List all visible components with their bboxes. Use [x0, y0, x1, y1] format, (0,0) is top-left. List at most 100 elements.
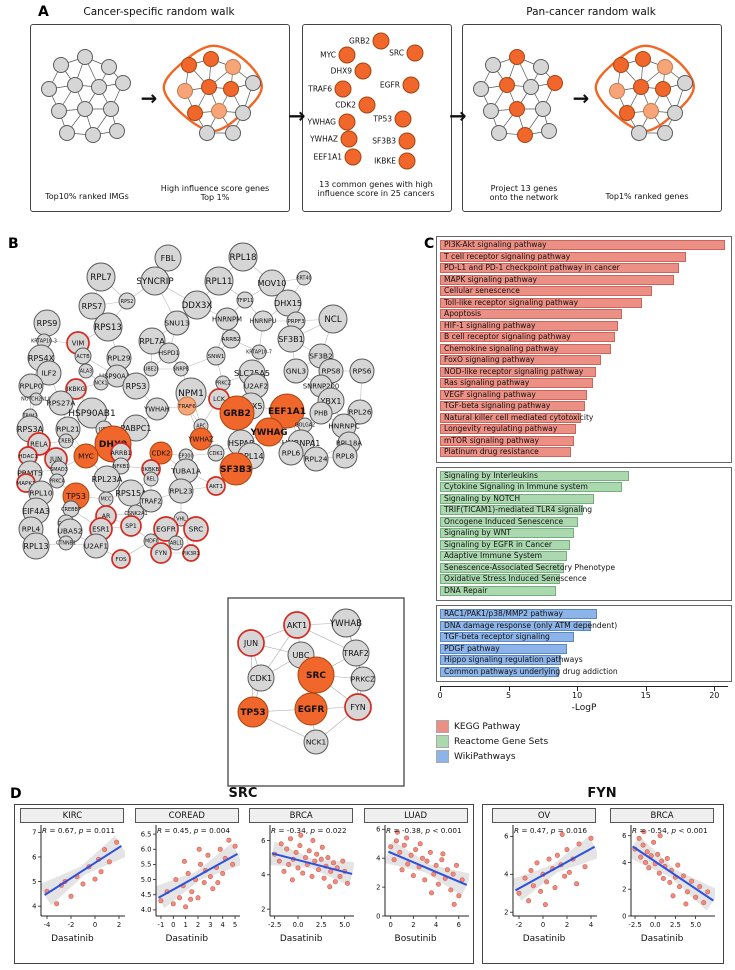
pathway-bar-row: DNA Repair [440, 585, 728, 596]
data-point [670, 893, 676, 899]
axis-tick [508, 687, 510, 691]
data-point [638, 854, 644, 860]
data-point [655, 851, 661, 857]
gene-node-rel [143, 471, 159, 487]
gene-node-tfip11 [236, 291, 254, 309]
gene-node-label: RPL24 [304, 455, 328, 464]
y-tick-label: 4 [622, 859, 626, 867]
gene-node-label: HSPD1 [158, 350, 179, 357]
pathway-label: TRIF(TICAM1)-mediated TLR4 signaling [444, 505, 593, 514]
pathway-label: Cellular senescence [444, 286, 520, 295]
data-point [328, 868, 334, 874]
gene-node-label: EGFR [298, 705, 325, 715]
mini-network-node [91, 79, 107, 95]
data-point [685, 889, 691, 895]
common-gene-label: EEF1A1 [314, 153, 343, 162]
gene-node-krtap10-7 [251, 344, 267, 360]
gene-node-label: RPL14 [238, 452, 263, 461]
caption-high-influence: High influence score genes Top 1% [160, 184, 270, 203]
pathway-bar-row: T cell receptor signaling pathway [440, 251, 728, 262]
regression-line [632, 845, 714, 902]
data-point [306, 848, 312, 854]
panel-d-label: D [10, 786, 22, 802]
common-gene-node-tp53 [394, 110, 412, 128]
gene-node-syncrip [140, 266, 170, 296]
pathway-bar-row: RAC1/PAK1/p38/MMP2 pathway [440, 609, 728, 619]
gene-node-label: UBC [293, 651, 310, 660]
gene-node-label: PHB [314, 409, 328, 417]
pathway-bar-row: TGF-beta receptor signaling [440, 632, 728, 642]
gene-node-snrpb [173, 361, 189, 377]
mini-network-node [187, 105, 203, 121]
data-point [683, 901, 689, 907]
mini-network-node [101, 59, 117, 75]
data-point [182, 904, 188, 910]
gene-node-label: HNRNPC [328, 422, 360, 431]
gene-node-label: RPS7 [82, 302, 103, 311]
correlation-annotation: R = -0.34, p = 0.022 [271, 826, 347, 835]
caption-13-common-genes: 13 common genes with high influence scor… [317, 180, 435, 199]
arrow-right-icon: → [141, 86, 158, 110]
gene-network-svg: FBL RPL18 RPL7 SYNCRIP RPL11 MOV10 KRT40 RPS7 RP… [16, 242, 405, 787]
gene-node-sf3b1 [277, 325, 305, 353]
gene-node-label: MDFI [145, 539, 157, 545]
pathway-bar-row: Signaling by Interleukins [440, 470, 728, 481]
data-point [646, 865, 652, 871]
pathway-label: VEGF signaling pathway [444, 389, 536, 399]
data-point [114, 839, 120, 845]
pathway-label: Natural killer cell mediated cytotoxicit… [444, 412, 594, 422]
data-point [396, 849, 402, 855]
gene-node-rps13 [93, 312, 123, 342]
common-genes-diagram: GRB2 MYC SRC DHX9 TRAF6 EGFR CDK2 YWHAG TP53 YWHA… [307, 32, 424, 170]
pathway-bar: HIF-1 signaling pathway [440, 320, 618, 331]
fyn-group-title: FYN [587, 786, 617, 801]
data-point [176, 895, 182, 901]
x-tick-label: 2.5 [316, 921, 327, 929]
data-point [92, 876, 98, 882]
common-gene-label: TP53 [372, 115, 392, 124]
gene-node-label: SNRPB [173, 367, 189, 373]
gene-node-label: PRMT5 [17, 469, 43, 478]
mini-network-node [609, 83, 625, 99]
pathway-label: Hippo signaling regulation pathways [444, 655, 583, 664]
gene-node-label: IKBKG [67, 386, 86, 393]
data-point [80, 881, 86, 887]
pathway-bar: NOD-like receptor signaling pathway [440, 366, 596, 377]
gene-node-label: YWHAZ [187, 435, 214, 443]
gene-node-label: RPS2 [121, 299, 134, 305]
y-tick-label: 6.0 [140, 846, 151, 854]
gene-node-label: RPL4 [22, 525, 41, 534]
gene-node-ywhaz [189, 427, 213, 451]
pathway-bar: Common pathways underlying drug addictio… [440, 666, 618, 677]
pathway-bar-row: Ras signaling pathway [440, 378, 728, 388]
gene-node-ywhag [254, 417, 284, 447]
pathway-label: TGF-beta signaling pathway [444, 401, 551, 410]
data-point [217, 846, 223, 852]
gene-node-label: CDK2 [152, 449, 171, 457]
gene-node-snw1 [206, 346, 226, 366]
data-point [582, 864, 588, 870]
scatter-svg: -2.5 0.0 2.5 5.0 0 2 4 6 R = -0.54, p < 0.001 [622, 825, 715, 929]
gene-node-label: CREBBP [61, 507, 81, 513]
x-tick-label: -2.5 [268, 921, 281, 929]
y-tick-label: 2 [376, 883, 380, 891]
gene-node-label: U2AF2 [244, 382, 268, 391]
gene-node-label: IKBKB [143, 467, 160, 473]
pathway-bar-row: TGF-beta signaling pathway [440, 401, 728, 411]
gene-node-label: FBL [161, 254, 176, 263]
data-point [554, 852, 560, 858]
gene-node-label: EGFR [156, 525, 176, 534]
gene-node-label: UBE2I [144, 367, 158, 373]
data-point [195, 895, 201, 901]
data-point [232, 843, 238, 849]
facet-strip: KIRC [20, 808, 125, 823]
gene-node-label: RELA [30, 440, 48, 448]
legend-swatch [436, 750, 449, 763]
gene-node-cdk2 [149, 441, 173, 465]
gene-node-cdk1 [247, 664, 275, 692]
pathway-bar: Oxidative Stress Induced Senescence [440, 574, 587, 584]
pathway-bar: Ras signaling pathway [440, 378, 593, 388]
gene-node-mov10 [258, 269, 286, 297]
pathway-bar-row: PD-L1 and PD-1 checkpoint pathway in can… [440, 263, 728, 273]
common-gene-node-src [406, 44, 424, 62]
